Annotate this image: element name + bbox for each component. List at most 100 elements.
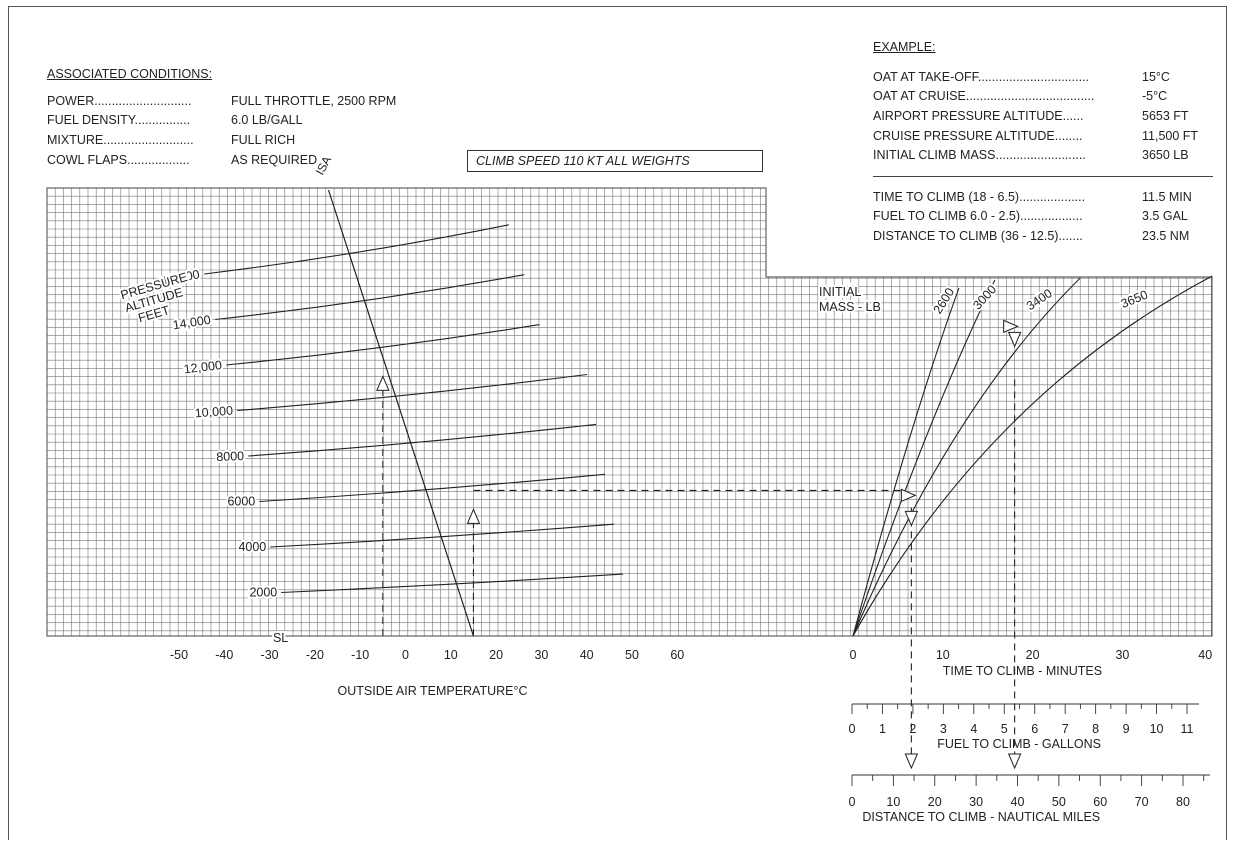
- fuel-tick-label: 0: [849, 722, 856, 736]
- distance-tick-label: 50: [1052, 795, 1066, 809]
- grid-border: [46, 187, 1213, 637]
- oat-tick-label: 30: [534, 648, 548, 662]
- altitude-label: 6000: [227, 495, 255, 509]
- altitude-curve: [237, 373, 588, 412]
- mass-series-label: 3000: [970, 282, 999, 312]
- example-label: INITIAL CLIMB MASS......................…: [873, 148, 1086, 162]
- fuel-tick-label: 3: [940, 722, 947, 736]
- distance-tick-label: 60: [1093, 795, 1107, 809]
- altitude-curve: [215, 274, 525, 321]
- example-arrow-down: [1007, 331, 1022, 348]
- time-tick-label: 30: [1115, 648, 1129, 662]
- oat-tick-label: -20: [306, 648, 324, 662]
- condition-label: COWL FLAPS..................: [47, 153, 190, 167]
- example-arrow-down: [1007, 753, 1022, 770]
- example-arrow-right: [1003, 319, 1019, 334]
- fuel-tick-label: 8: [1092, 722, 1099, 736]
- altitude-label: 14,000: [172, 313, 212, 333]
- fuel-tick-label: 5: [1001, 722, 1008, 736]
- example-arrow-down: [904, 510, 919, 527]
- example-value: 3650 LB: [1142, 148, 1189, 162]
- result-value: 3.5 GAL: [1142, 209, 1188, 223]
- example-label: AIRPORT PRESSURE ALTITUDE......: [873, 109, 1084, 123]
- distance-tick-label: 10: [886, 795, 900, 809]
- altitude-label: SL: [273, 631, 288, 645]
- time-tick-label: 0: [850, 648, 857, 662]
- result-value: 11.5 MIN: [1142, 190, 1192, 204]
- example-arrow-right: [900, 488, 917, 503]
- oat-tick-label: 10: [444, 648, 458, 662]
- time-tick-label: 10: [936, 648, 950, 662]
- distance-tick-label: 70: [1135, 795, 1149, 809]
- distance-tick-label: 40: [1011, 795, 1025, 809]
- altitude-curve: [226, 324, 540, 366]
- altitude-label: 10,000: [194, 404, 233, 421]
- example-arrow-up: [466, 508, 481, 524]
- mass-series-label: 2600: [931, 285, 958, 316]
- condition-value: 6.0 LB/GALL: [231, 113, 303, 127]
- page-frame: [8, 6, 1227, 840]
- condition-value: FULL RICH: [231, 133, 296, 147]
- oat-tick-label: 60: [670, 648, 684, 662]
- distance-axis-label: DISTANCE TO CLIMB - NAUTICAL MILES: [862, 810, 1100, 824]
- condition-value: AS REQUIRED: [231, 153, 318, 167]
- oat-tick-label: -50: [170, 648, 188, 662]
- altitude-curve: [270, 523, 615, 548]
- example-value: -5°C: [1142, 89, 1168, 103]
- fuel-tick-label: 2: [909, 722, 916, 736]
- result-label: FUEL TO CLIMB 6.0 - 2.5)................…: [873, 209, 1083, 223]
- fuel-tick-label: 4: [970, 722, 977, 736]
- example-value: 15°C: [1142, 70, 1170, 84]
- result-value: 23.5 NM: [1142, 229, 1190, 243]
- mass-curve: [852, 287, 960, 637]
- altitude-label: 2000: [249, 586, 277, 600]
- altitude-label: 4000: [238, 540, 266, 554]
- fuel-tick-label: 11: [1181, 722, 1194, 736]
- example-value: 5653 FT: [1142, 109, 1189, 123]
- oat-tick-label: 50: [625, 648, 639, 662]
- fuel-tick-label: 1: [879, 722, 886, 736]
- distance-tick-label: 30: [969, 795, 983, 809]
- mass-series-label: 3650: [1119, 288, 1150, 311]
- fuel-tick-label: 7: [1062, 722, 1069, 736]
- example-label: OAT AT CRUISE...........................…: [873, 89, 1095, 103]
- example-title: EXAMPLE:: [873, 40, 936, 54]
- altitude-label: 8000: [216, 449, 244, 464]
- altitude-curve: [281, 573, 624, 594]
- time-tick-label: 40: [1198, 648, 1212, 662]
- oat-tick-label: -10: [351, 648, 369, 662]
- fuel-tick-label: 6: [1031, 722, 1038, 736]
- condition-value: FULL THROTTLE, 2500 RPM: [231, 94, 397, 108]
- oat-axis-label: OUTSIDE AIR TEMPERATURE°C: [338, 684, 528, 698]
- example-label: CRUISE PRESSURE ALTITUDE........: [873, 129, 1083, 143]
- isa-label: ISA: [313, 154, 334, 178]
- time-axis-label: TIME TO CLIMB - MINUTES: [943, 664, 1102, 678]
- distance-tick-label: 0: [849, 795, 856, 809]
- example-arrow-down: [904, 753, 919, 770]
- associated-conditions-title: ASSOCIATED CONDITIONS:: [47, 67, 213, 81]
- altitude-curve: [259, 473, 606, 503]
- mass-curve: [852, 279, 996, 637]
- chart-grid: [46, 187, 1213, 637]
- oat-tick-label: 0: [402, 648, 409, 662]
- example-value: 11,500 FT: [1142, 129, 1199, 143]
- altitude-label: 12,000: [183, 358, 223, 376]
- condition-label: POWER............................: [47, 94, 192, 108]
- condition-label: FUEL DENSITY................: [47, 113, 191, 127]
- result-label: TIME TO CLIMB (18 - 6.5)................…: [873, 190, 1086, 204]
- example-label: OAT AT TAKE-OFF.........................…: [873, 70, 1090, 84]
- oat-tick-label: 20: [489, 648, 503, 662]
- time-tick-label: 20: [1026, 648, 1040, 662]
- fuel-tick-label: 10: [1150, 722, 1164, 736]
- isa-line: [327, 189, 475, 637]
- fuel-axis-label: FUEL TO CLIMB - GALLONS: [937, 737, 1101, 751]
- oat-tick-label: 40: [580, 648, 594, 662]
- result-label: DISTANCE TO CLIMB (36 - 12.5).......: [873, 229, 1083, 243]
- initial-mass-title: INITIAL: [819, 285, 861, 299]
- mass-curve: [852, 277, 1081, 637]
- altitude-curve: [204, 224, 509, 275]
- oat-tick-label: -30: [261, 648, 279, 662]
- mass-curve: [852, 275, 1213, 637]
- oat-tick-label: -40: [215, 648, 233, 662]
